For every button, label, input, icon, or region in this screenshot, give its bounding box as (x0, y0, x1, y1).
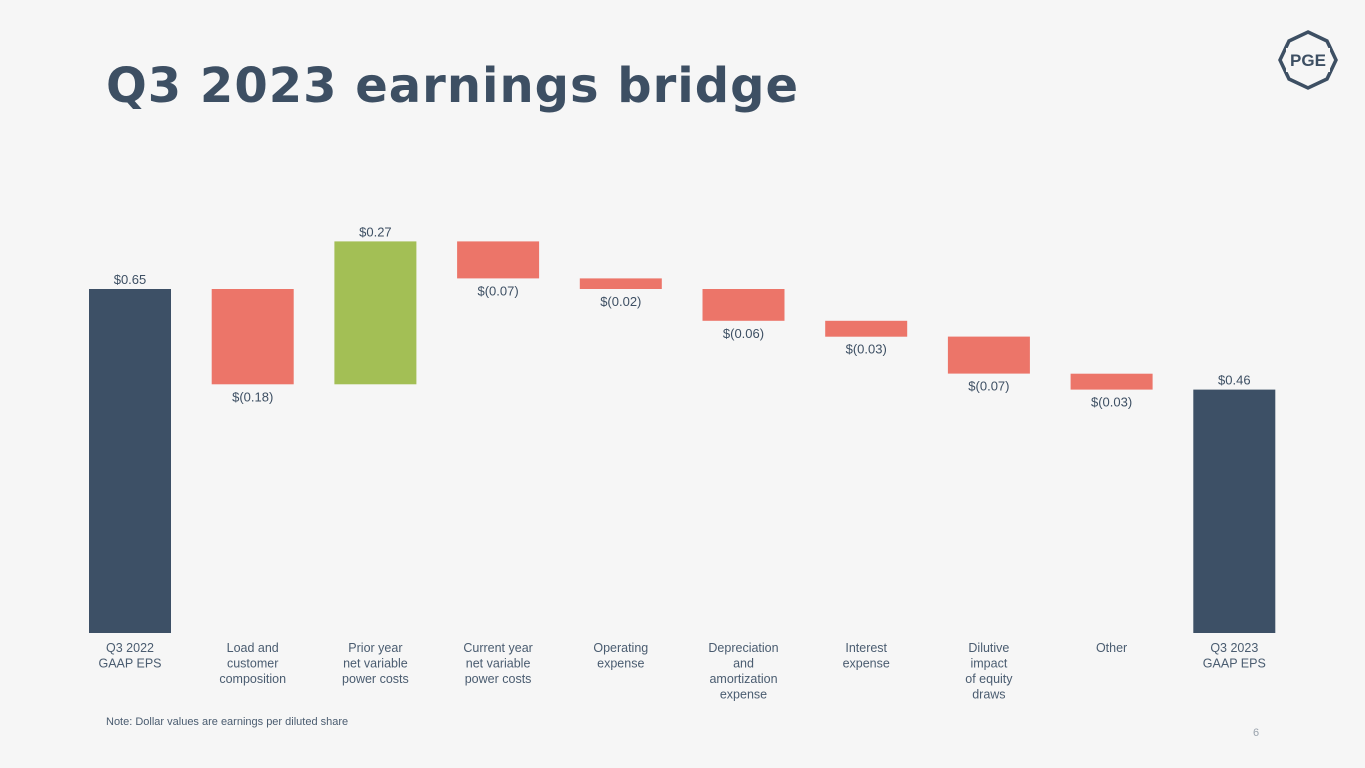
category-label-6-1: expense (843, 657, 890, 671)
page-number: 6 (1253, 727, 1260, 739)
data-label-5: $(0.06) (723, 326, 764, 341)
data-label-3: $(0.07) (477, 283, 518, 298)
data-label-6: $(0.03) (846, 342, 887, 357)
category-label-4-0: Operating (593, 641, 648, 655)
category-label-5-3: expense (720, 688, 767, 702)
bar-7 (947, 336, 1030, 374)
category-label-1-0: Load and (227, 641, 279, 655)
category-label-4-1: expense (597, 657, 644, 671)
category-label-5-0: Depreciation (708, 641, 778, 655)
data-label-4: $(0.02) (600, 294, 641, 309)
footnote: Note: Dollar values are earnings per dil… (106, 716, 349, 728)
category-label-5-2: amortization (709, 672, 777, 686)
bar-2 (334, 241, 417, 385)
bar-5 (702, 289, 785, 321)
data-label-8: $(0.03) (1091, 395, 1132, 410)
category-label-8-0: Other (1096, 641, 1127, 655)
category-label-9-0: Q3 2023 (1210, 641, 1258, 655)
bar-0 (89, 289, 171, 633)
category-label-7-0: Dilutive (968, 641, 1009, 655)
bar-4 (579, 278, 662, 289)
category-label-3-0: Current year (463, 641, 532, 655)
data-label-2: $0.27 (359, 224, 392, 239)
bar-8 (1070, 373, 1153, 390)
data-label-1: $(0.18) (232, 389, 273, 404)
bar-1 (211, 289, 294, 385)
category-label-3-1: net variable (466, 657, 531, 671)
pge-logo: PGE (1278, 30, 1338, 90)
category-label-0-1: GAAP EPS (99, 657, 162, 671)
category-label-2-2: power costs (342, 672, 409, 686)
bar-3 (457, 241, 540, 279)
category-label-6-0: Interest (845, 641, 887, 655)
category-label-0-0: Q3 2022 (106, 641, 154, 655)
category-label-3-2: power costs (465, 672, 532, 686)
category-label-7-3: draws (972, 688, 1005, 702)
category-label-1-1: customer (227, 657, 278, 671)
category-label-1-2: composition (219, 672, 286, 686)
data-label-0: $0.65 (114, 272, 147, 287)
bar-6 (825, 320, 908, 337)
logo-text: PGE (1290, 51, 1326, 70)
category-label-2-0: Prior year (348, 641, 402, 655)
category-label-7-2: of equity (965, 672, 1013, 686)
category-label-2-1: net variable (343, 657, 408, 671)
data-label-7: $(0.07) (968, 379, 1009, 394)
data-label-9: $0.46 (1218, 373, 1251, 388)
bar-9 (1193, 389, 1276, 633)
category-label-5-1: and (733, 657, 754, 671)
slide-title: Q3 2023 earnings bridge (106, 58, 800, 114)
category-label-9-1: GAAP EPS (1203, 657, 1266, 671)
category-label-7-1: impact (970, 657, 1007, 671)
